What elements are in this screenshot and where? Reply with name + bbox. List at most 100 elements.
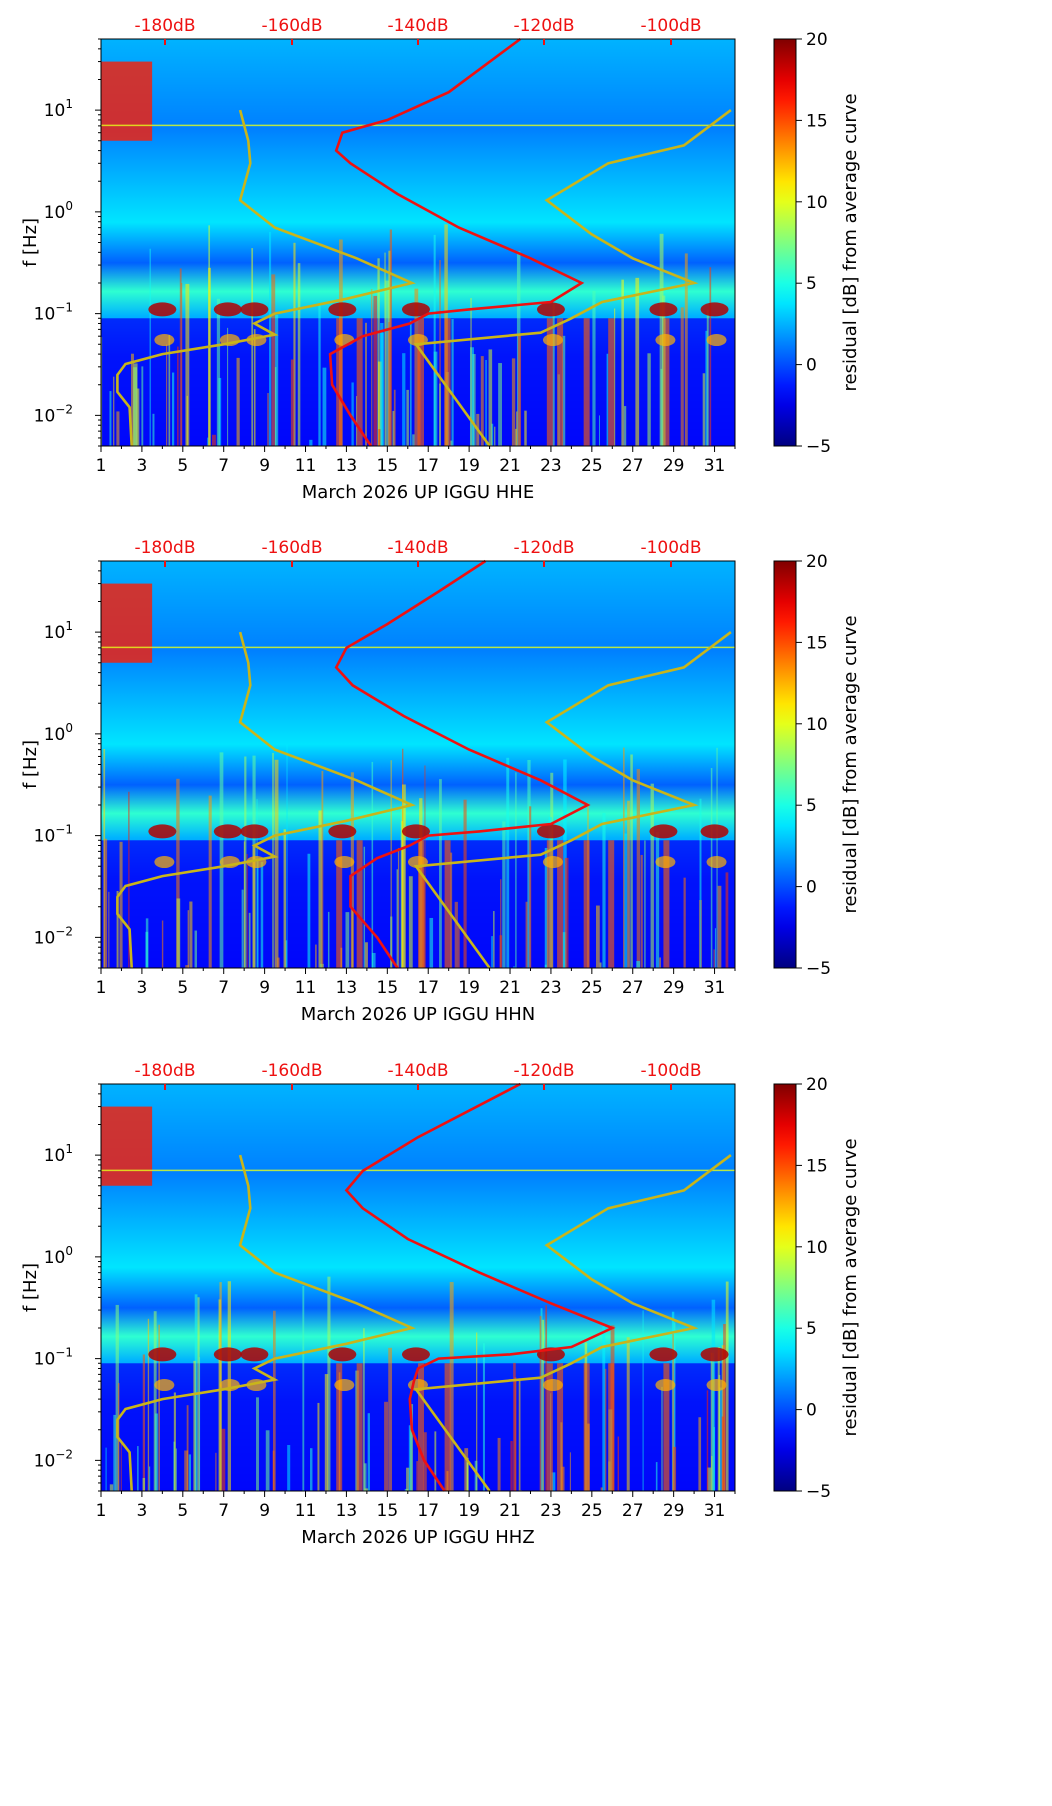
x-tick-label: 29 xyxy=(663,978,685,998)
y-tick-label: 101 xyxy=(44,1142,73,1166)
x-tick-label: 13 xyxy=(336,456,358,476)
x-tick-label: 25 xyxy=(581,456,603,476)
top-axis-db-label: -140dB xyxy=(387,1061,448,1081)
x-tick-label: 11 xyxy=(295,456,317,476)
colorbar-tick-label: 10 xyxy=(806,1238,828,1258)
y-axis-label: f [Hz] xyxy=(20,740,41,789)
y-tick-label: 10−2 xyxy=(34,402,73,426)
x-tick-label: 15 xyxy=(377,978,399,998)
x-tick-label: 21 xyxy=(499,456,521,476)
x-tick-label: 7 xyxy=(218,978,229,998)
x-tick-label: 15 xyxy=(377,456,399,476)
x-tick-label: 1 xyxy=(96,978,107,998)
colorbar-tick-label: 15 xyxy=(806,111,828,131)
colorbar-tick-label: 20 xyxy=(806,552,828,572)
top-axis-db-label: -180dB xyxy=(134,16,195,36)
x-tick-label: 31 xyxy=(704,1501,726,1521)
x-tick-label: 27 xyxy=(622,978,644,998)
x-tick-label: 31 xyxy=(704,456,726,476)
x-tick-label: 27 xyxy=(622,1501,644,1521)
x-tick-label: 7 xyxy=(218,1501,229,1521)
top-axis-db-label: -100dB xyxy=(640,1061,701,1081)
top-axis-db-label: -160dB xyxy=(261,538,322,558)
colorbar-label: residual [dB] from average curve xyxy=(840,1138,861,1436)
x-tick-label: 17 xyxy=(417,456,439,476)
x-tick-label: 5 xyxy=(177,456,188,476)
x-tick-label: 19 xyxy=(458,1501,480,1521)
top-axis-db-label: -160dB xyxy=(261,1061,322,1081)
top-axis-db-label: -180dB xyxy=(134,1061,195,1081)
x-tick-label: 3 xyxy=(136,978,147,998)
x-tick-label: 11 xyxy=(295,978,317,998)
top-axis-db-label: -120dB xyxy=(513,1061,574,1081)
x-tick-label: 25 xyxy=(581,978,603,998)
x-tick-label: 25 xyxy=(581,1501,603,1521)
x-axis-label: March 2026 UP IGGU HHN xyxy=(301,1004,536,1025)
x-tick-label: 1 xyxy=(96,456,107,476)
y-tick-label: 101 xyxy=(44,97,73,121)
top-axis-db-label: -100dB xyxy=(640,538,701,558)
x-tick-label: 21 xyxy=(499,1501,521,1521)
colorbar-label: residual [dB] from average curve xyxy=(840,615,861,913)
colorbar-tick-label: 0 xyxy=(806,1401,817,1421)
x-tick-label: 13 xyxy=(336,1501,358,1521)
y-tick-label: 100 xyxy=(44,721,73,745)
series-line-reference-low xyxy=(116,1154,416,1492)
top-axis-db-label: -100dB xyxy=(640,16,701,36)
y-axis-label: f [Hz] xyxy=(20,1263,41,1312)
x-tick-label: 31 xyxy=(704,978,726,998)
colorbar: −5 0 5 10 15 20 residual [dB] from average cur… xyxy=(773,552,861,979)
colorbar-tick-label: −5 xyxy=(806,1482,831,1502)
heatmap-hhn xyxy=(101,561,735,968)
colorbar-tick-label: 20 xyxy=(806,1075,828,1095)
x-tick-label: 23 xyxy=(540,978,562,998)
x-tick-label: 3 xyxy=(136,1501,147,1521)
x-axis-label: March 2026 UP IGGU HHE xyxy=(302,482,534,503)
y-tick-label: 10−2 xyxy=(34,924,73,948)
series-line-reference-high xyxy=(413,631,732,969)
colorbar-tick-label: 5 xyxy=(806,796,817,816)
top-axis-db-label: -120dB xyxy=(513,16,574,36)
colorbar: −5 0 5 10 15 20 residual [dB] from average cur… xyxy=(773,1075,861,1502)
top-axis-db-label: -140dB xyxy=(387,538,448,558)
top-axis-db-label: -120dB xyxy=(513,538,574,558)
colorbar-tick-label: 15 xyxy=(806,633,828,653)
y-tick-label: 10−2 xyxy=(34,1447,73,1471)
x-tick-label: 23 xyxy=(540,456,562,476)
top-axis-db-label: -160dB xyxy=(261,16,322,36)
colorbar-tick-label: −5 xyxy=(806,437,831,457)
x-tick-label: 1 xyxy=(96,1501,107,1521)
colorbar-tick-label: 5 xyxy=(806,1319,817,1339)
series-line-reference-high xyxy=(413,1154,732,1492)
colorbar-tick-label: 0 xyxy=(806,878,817,898)
x-tick-label: 9 xyxy=(259,1501,270,1521)
heatmap-hhe xyxy=(101,39,735,446)
panel-hhn: 1 3 5 7 9 11 13 15 17 19 21 23 25 27 29 3110−210−110010… xyxy=(20,538,861,1025)
x-axis-label: March 2026 UP IGGU HHZ xyxy=(301,1527,534,1548)
x-tick-label: 29 xyxy=(663,456,685,476)
series-line-reference-high xyxy=(413,109,732,447)
colorbar-tick-label: 10 xyxy=(806,193,828,213)
x-tick-label: 17 xyxy=(417,978,439,998)
y-tick-label: 100 xyxy=(44,199,73,223)
x-tick-label: 13 xyxy=(336,978,358,998)
panel-hhe: 1 3 5 7 9 11 13 15 17 19 21 23 25 27 29 3110−210−110010… xyxy=(20,16,861,503)
heatmap-hhz xyxy=(101,1084,735,1491)
x-tick-label: 5 xyxy=(177,978,188,998)
colorbar-tick-label: 20 xyxy=(806,30,828,50)
y-tick-label: 10−1 xyxy=(34,301,73,325)
y-tick-label: 10−1 xyxy=(34,1346,73,1370)
x-tick-label: 23 xyxy=(540,1501,562,1521)
colorbar-tick-label: −5 xyxy=(806,959,831,979)
colorbar-tick-label: 15 xyxy=(806,1156,828,1176)
colorbar-tick-label: 10 xyxy=(806,715,828,735)
y-axis-label: f [Hz] xyxy=(20,218,41,267)
colorbar-label: residual [dB] from average curve xyxy=(840,93,861,391)
x-tick-label: 11 xyxy=(295,1501,317,1521)
series-line-average xyxy=(334,559,591,969)
series-line-average xyxy=(328,37,585,447)
top-axis-db-label: -140dB xyxy=(387,16,448,36)
y-tick-label: 100 xyxy=(44,1244,73,1268)
x-tick-label: 5 xyxy=(177,1501,188,1521)
